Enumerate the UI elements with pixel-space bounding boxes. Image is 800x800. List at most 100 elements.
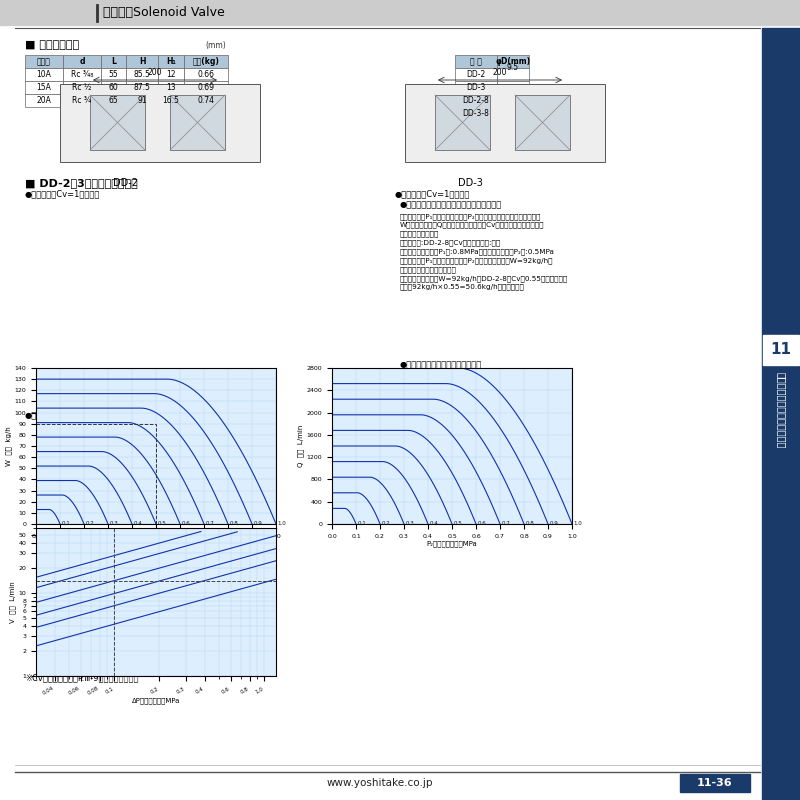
Text: 11: 11 (770, 342, 791, 358)
Text: 9.5: 9.5 (507, 63, 519, 73)
Text: 0.66: 0.66 (198, 70, 214, 79)
Text: 0.7: 0.7 (205, 522, 214, 526)
Text: 一次側圧力（P₁）と二次側圧力（P₂）の交点より流量（蒸気の場合：
W，空気の場合：Q）を求め次に各型式のCv値を線図より求めた流量
に乗じてください。
〈例〉: 一次側圧力（P₁）と二次側圧力（P₂）の交点より流量（蒸気の場合： W，空気の場… (400, 213, 568, 290)
Bar (680, 774, 750, 792)
Bar (101, 81, 126, 94)
Text: 15A: 15A (37, 83, 51, 92)
Text: ●（空気用：Cv=1の場合）: ●（空気用：Cv=1の場合） (395, 190, 470, 198)
Text: DD-2: DD-2 (466, 70, 486, 79)
Text: ●流量の求め方（流体：蔡気・空気の場合）: ●流量の求め方（流体：蔡気・空気の場合） (400, 200, 502, 209)
Bar (455, 55, 497, 68)
Text: 13: 13 (166, 83, 176, 92)
Text: 圧力損失ΔPを算出し、線図より流量Vを求め、次に、各型式のCv値
を線図より求めた流量に乗じてください。
〈例〉型式:DD-3（Cv値1.7）　・一次側圧力（P: 圧力損失ΔPを算出し、線図より流量Vを求め、次に、各型式のCv値 を線図より求め… (400, 372, 558, 441)
Text: 1.0: 1.0 (277, 522, 286, 526)
Bar (126, 68, 158, 81)
Bar (184, 68, 228, 81)
X-axis label: P₂：二次側圧力　MPa: P₂：二次側圧力 MPa (426, 540, 478, 546)
Text: 85.5: 85.5 (134, 70, 150, 79)
Bar (497, 55, 529, 68)
Y-axis label: V  流量  L/min: V 流量 L/min (9, 581, 16, 623)
Text: DD-3: DD-3 (458, 178, 482, 188)
Bar (0, 0, 800, 25)
Bar (158, 55, 184, 68)
Text: 0.7: 0.7 (501, 522, 510, 526)
Text: 0.1: 0.1 (357, 522, 366, 526)
Text: 20A: 20A (37, 96, 51, 105)
Bar (101, 68, 126, 81)
X-axis label: P₂：二次側圧力　MPa: P₂：二次側圧力 MPa (130, 540, 182, 546)
Text: 10A: 10A (37, 70, 51, 79)
Text: 質量(kg): 質量(kg) (193, 57, 219, 66)
Bar (405, 84, 605, 162)
Bar (126, 94, 158, 107)
Bar (763, 335, 799, 365)
Text: 0.6: 0.6 (181, 522, 190, 526)
Text: 0.8: 0.8 (526, 522, 534, 526)
Bar (101, 55, 126, 68)
Text: 60: 60 (109, 83, 118, 92)
Text: DD-2: DD-2 (113, 178, 138, 188)
Text: 0.6: 0.6 (477, 522, 486, 526)
Text: DD-3: DD-3 (466, 83, 486, 92)
Text: 0.4: 0.4 (133, 522, 142, 526)
Bar (126, 81, 158, 94)
Text: φD(mm): φD(mm) (495, 57, 530, 66)
Bar (158, 81, 184, 94)
Bar (25, 94, 63, 107)
Text: H: H (138, 57, 146, 66)
Text: Rc ½: Rc ½ (72, 83, 92, 92)
Text: 電磁弁｜Solenoid Valve: 電磁弁｜Solenoid Valve (103, 6, 225, 19)
Text: 200: 200 (493, 68, 507, 77)
Text: 呼び径: 呼び径 (37, 57, 51, 66)
Text: 1.0: 1.0 (573, 522, 582, 526)
Bar (60, 84, 260, 162)
Bar (101, 94, 126, 107)
Text: ●（水用：Cv=1の場合）: ●（水用：Cv=1の場合） (25, 410, 95, 419)
Bar (455, 94, 497, 107)
Bar (63, 68, 101, 81)
Bar (25, 81, 63, 94)
Text: 12: 12 (166, 70, 176, 79)
Text: 0.2: 0.2 (381, 522, 390, 526)
Text: (mm): (mm) (206, 41, 226, 50)
Text: 0.1: 0.1 (61, 522, 70, 526)
Text: 0.4: 0.4 (429, 522, 438, 526)
Y-axis label: Q  流量  L/min: Q 流量 L/min (297, 425, 304, 467)
Bar (158, 68, 184, 81)
Text: 55: 55 (109, 70, 118, 79)
Bar (184, 94, 228, 107)
Bar (90, 95, 145, 150)
Text: 0.3: 0.3 (405, 522, 414, 526)
Bar (497, 81, 529, 94)
Bar (158, 94, 184, 107)
Text: 型 式: 型 式 (470, 57, 482, 66)
Text: 65: 65 (109, 96, 118, 105)
X-axis label: ΔP：圧力損失　MPa: ΔP：圧力損失 MPa (132, 698, 180, 704)
Text: Rc ¾: Rc ¾ (72, 96, 92, 105)
Bar (184, 55, 228, 68)
Bar (455, 107, 497, 120)
Text: 16.5: 16.5 (162, 96, 179, 105)
Text: ■ DD-2，3型電磁弁選定資料: ■ DD-2，3型電磁弁選定資料 (25, 178, 138, 188)
Bar (455, 68, 497, 81)
Text: 0.5: 0.5 (157, 522, 166, 526)
Text: d: d (79, 57, 85, 66)
Bar (455, 81, 497, 94)
Bar (497, 68, 529, 81)
Bar (25, 55, 63, 68)
Text: DD-2-8: DD-2-8 (462, 96, 490, 105)
Text: 87.5: 87.5 (134, 83, 150, 92)
Y-axis label: W  流量  kg/h: W 流量 kg/h (5, 426, 12, 466)
Text: 91: 91 (137, 96, 147, 105)
Bar (63, 81, 101, 94)
Text: H₁: H₁ (166, 57, 176, 66)
Text: Rc ¾₈: Rc ¾₈ (71, 70, 93, 79)
Bar (25, 68, 63, 81)
Text: ■ 寸法及び質量: ■ 寸法及び質量 (25, 40, 79, 50)
Bar (184, 81, 228, 94)
Text: 0.9: 0.9 (550, 522, 558, 526)
Text: 0.3: 0.3 (109, 522, 118, 526)
Bar (170, 95, 225, 150)
Bar (515, 95, 570, 150)
Text: L: L (111, 57, 116, 66)
